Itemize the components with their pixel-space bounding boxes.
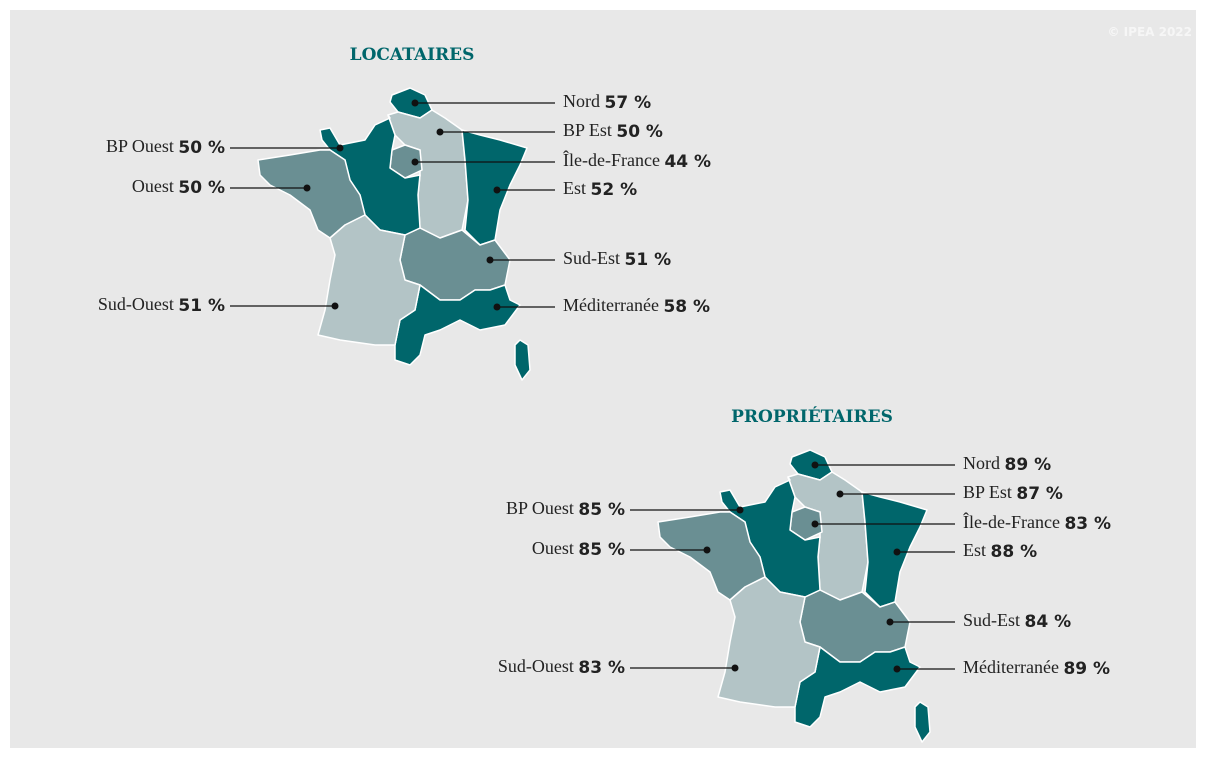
- region-name: BP Est: [563, 120, 612, 140]
- map-title: PROPRIÉTAIRES: [731, 406, 893, 427]
- region-name: BP Ouest: [506, 498, 574, 518]
- region-value: 83 %: [578, 658, 625, 678]
- leader-dot: [411, 158, 419, 166]
- region-label: Sud-Est 84 %: [963, 610, 1071, 632]
- region-name: Sud-Est: [963, 610, 1020, 630]
- region-label: Méditerranée 89 %: [963, 657, 1110, 679]
- leader-dot: [493, 186, 501, 194]
- region-value: 84 %: [1025, 612, 1072, 632]
- leader-dot: [486, 256, 494, 264]
- region-label: Île-de-France 83 %: [963, 511, 1111, 534]
- region-name: Sud-Est: [563, 248, 620, 268]
- leader-dot: [303, 184, 311, 192]
- region-name: Nord: [563, 91, 600, 111]
- region-name: Ouest: [532, 538, 574, 558]
- region-label: Nord 89 %: [963, 453, 1051, 475]
- region-name: Méditerranée: [563, 295, 659, 315]
- region-label: Nord 57 %: [563, 91, 651, 113]
- leader-dot: [886, 618, 894, 626]
- region-label: Île-de-France 44 %: [563, 149, 711, 172]
- panel: [10, 10, 1196, 748]
- region-shape: [461, 129, 528, 246]
- region-value: 50 %: [178, 178, 225, 198]
- region-label: Est 88 %: [963, 540, 1037, 562]
- region-value: 85 %: [578, 540, 625, 560]
- region-shape: [717, 576, 821, 708]
- copyright: © IPEA 2022: [1108, 25, 1193, 39]
- leader-dot: [836, 490, 844, 498]
- leader-dot: [893, 665, 901, 673]
- region-name: Sud-Ouest: [98, 294, 174, 314]
- region-label: Sud-Est 51 %: [563, 248, 671, 270]
- leader-dot: [436, 128, 444, 136]
- region-label: Sud-Ouest 51 %: [98, 294, 225, 316]
- region-label: BP Ouest 85 %: [506, 498, 625, 520]
- leader-dot: [811, 520, 819, 528]
- region-value: 44 %: [664, 152, 711, 172]
- region-value: 50 %: [616, 122, 663, 142]
- region-shape: [861, 491, 928, 608]
- region-value: 58 %: [663, 297, 710, 317]
- region-shape: [394, 284, 521, 366]
- region-name: BP Est: [963, 482, 1012, 502]
- region-label: BP Est 50 %: [563, 120, 663, 142]
- leader-dot: [703, 546, 711, 554]
- region-label: Ouest 50 %: [132, 176, 225, 198]
- leader-dot: [336, 144, 344, 152]
- leader-dot: [411, 99, 419, 107]
- leader-dot: [493, 303, 501, 311]
- region-shape: [914, 701, 931, 743]
- region-name: Est: [563, 178, 586, 198]
- region-label: BP Est 87 %: [963, 482, 1063, 504]
- region-label: Sud-Ouest 83 %: [498, 656, 625, 678]
- region-label: Est 52 %: [563, 178, 637, 200]
- region-value: 88 %: [991, 542, 1038, 562]
- region-name: Ouest: [132, 176, 174, 196]
- region-name: Méditerranée: [963, 657, 1059, 677]
- region-value: 52 %: [591, 180, 638, 200]
- map-title: LOCATAIRES: [350, 45, 475, 65]
- region-value: 57 %: [605, 93, 652, 113]
- region-value: 85 %: [578, 500, 625, 520]
- region-value: 89 %: [1005, 455, 1052, 475]
- leader-dot: [736, 506, 744, 514]
- region-shape: [317, 214, 421, 346]
- region-value: 51 %: [625, 250, 672, 270]
- region-name: Est: [963, 540, 986, 560]
- region-label: Méditerranée 58 %: [563, 295, 710, 317]
- leader-dot: [731, 664, 739, 672]
- region-name: Sud-Ouest: [498, 656, 574, 676]
- region-value: 50 %: [178, 138, 225, 158]
- region-shape: [514, 339, 531, 381]
- region-name: Île-de-France: [563, 149, 660, 170]
- leader-dot: [893, 548, 901, 556]
- region-value: 51 %: [178, 296, 225, 316]
- map: PROPRIÉTAIRES Nord 89 % BP Est 87 % Île-de-…: [498, 406, 1111, 743]
- region-name: Île-de-France: [963, 511, 1060, 532]
- region-name: BP Ouest: [106, 136, 174, 156]
- region-value: 83 %: [1064, 514, 1111, 534]
- region-value: 87 %: [1016, 484, 1063, 504]
- region-shape: [794, 646, 921, 728]
- region-name: Nord: [963, 453, 1000, 473]
- region-value: 89 %: [1063, 659, 1110, 679]
- leader-dot: [331, 302, 339, 310]
- leader-dot: [811, 461, 819, 469]
- region-label: Ouest 85 %: [532, 538, 625, 560]
- region-label: BP Ouest 50 %: [106, 136, 225, 158]
- map: LOCATAIRES Nord 57 % BP Est 50 % Île-de-Fra…: [98, 45, 711, 381]
